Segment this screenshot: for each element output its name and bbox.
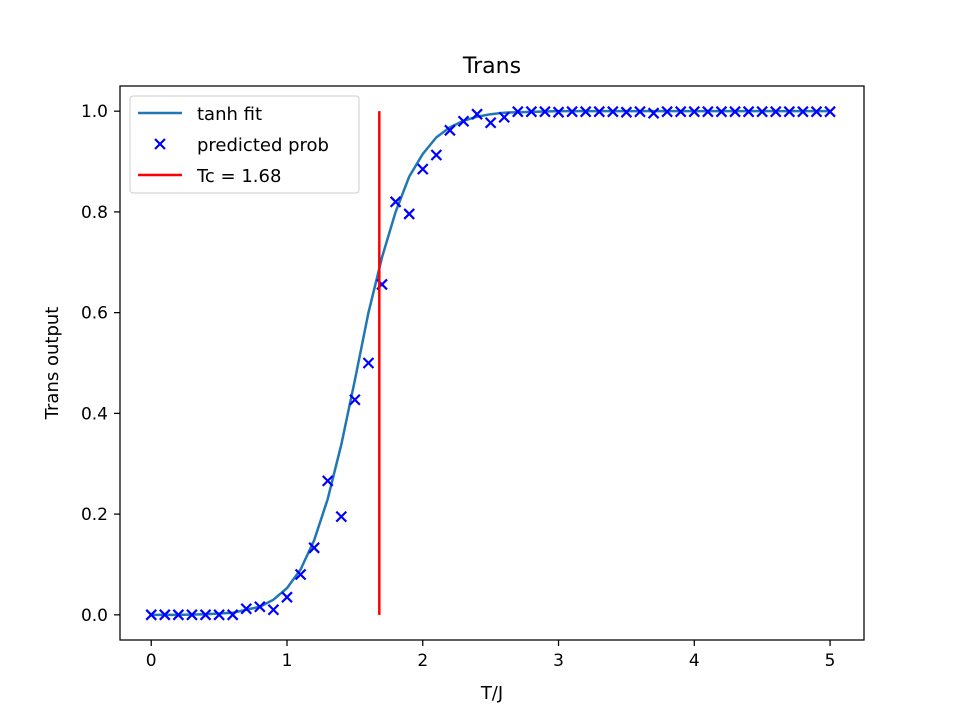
scatter-point [756,105,768,118]
scatter-point [674,105,687,118]
scatter-point [715,105,728,118]
scatter-point [824,105,836,118]
x-tick-label: 5 [825,651,836,671]
scatter-point [159,609,171,621]
predicted-prob-markers [145,105,836,621]
scatter-point [186,609,198,621]
legend-label-tc: Tc = 1.68 [196,166,281,187]
scatter-point [362,357,375,369]
legend-box [129,95,360,194]
scatter-point [240,602,253,615]
scatter-point [620,106,633,118]
scatter-point [484,116,497,129]
scatter-point [742,105,755,118]
scatter-point [634,105,646,118]
scatter-point [199,609,212,621]
scatter-point [444,124,456,137]
scatter-point [349,393,361,406]
scatter-point [539,105,551,118]
axes-frame [119,85,865,641]
scatter-point [729,105,741,118]
scatter-point [552,106,565,118]
legend-label-predicted-prob: predicted prob [197,135,329,156]
scatter-point [281,591,293,603]
legend-swatch-predicted-prob [154,138,166,150]
y-tick-label: 1.0 [81,102,108,122]
x-axis-label: T/J [480,683,503,704]
scatter-point [797,105,809,118]
scatter-point [267,604,280,616]
scatter-point [294,568,307,581]
x-tick-label: 0 [146,651,157,671]
y-axis-label: Trans output [42,307,63,421]
scatter-point [172,609,185,621]
scatter-point [512,105,524,118]
scatter-point [145,609,158,621]
scatter-point [647,107,660,119]
scatter-point [783,105,796,118]
scatter-point [389,196,402,208]
legend: tanh fit predicted prob Tc = 1.68 [129,95,360,194]
scatter-point [688,105,701,118]
scatter-point [213,609,225,621]
scatter-point [471,108,483,120]
scatter-point [321,475,334,487]
chart-title: Trans [462,54,521,79]
y-tick-label: 0.2 [81,505,108,525]
scatter-point [607,105,619,118]
scatter-point [226,609,239,621]
scatter-point [525,105,538,118]
scatter-point [457,115,470,128]
scatter-point [335,510,348,523]
scatter-point [810,105,823,118]
y-tick-label: 0.8 [81,203,108,223]
y-tick-label: 0.0 [81,606,108,626]
scatter-point [579,105,592,118]
scatter-point [430,149,443,161]
scatter-point [308,542,320,554]
axis-ticks: 0 1 2 3 4 5 0.0 0.2 0.4 0.6 0.8 1.0 [81,102,836,671]
plot-area [145,105,836,621]
scatter-point [416,163,429,175]
scatter-point [661,105,673,118]
x-tick-label: 2 [417,651,428,671]
x-tick-label: 3 [553,651,564,671]
scatter-point [593,105,606,118]
scatter-point [566,105,578,118]
scatter-point [702,105,714,118]
scatter-point [498,111,510,124]
legend-label-tanh-fit: tanh fit [197,104,262,125]
y-tick-label: 0.6 [81,304,108,324]
scatter-point [403,208,415,220]
x-tick-label: 4 [689,651,700,671]
scatter-point [254,600,266,613]
y-tick-label: 0.4 [81,404,108,424]
x-tick-label: 1 [282,651,293,671]
scatter-point [769,105,782,118]
